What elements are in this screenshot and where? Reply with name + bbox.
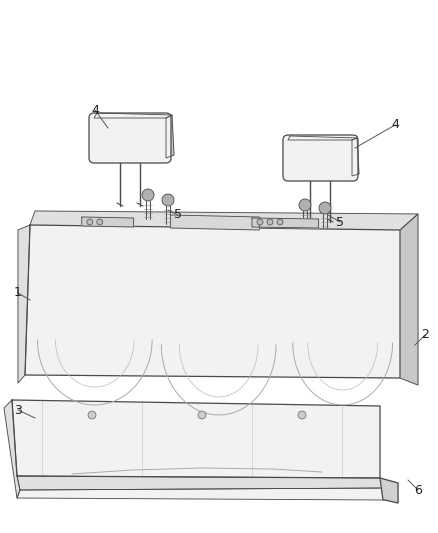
Circle shape bbox=[162, 194, 174, 206]
Polygon shape bbox=[170, 215, 259, 230]
Circle shape bbox=[198, 411, 206, 419]
FancyBboxPatch shape bbox=[89, 113, 171, 163]
Text: 4: 4 bbox=[391, 118, 399, 132]
Circle shape bbox=[277, 219, 283, 225]
Text: 3: 3 bbox=[14, 403, 22, 416]
Polygon shape bbox=[352, 138, 359, 176]
Text: 6: 6 bbox=[414, 483, 422, 497]
Text: 5: 5 bbox=[336, 215, 344, 229]
Circle shape bbox=[319, 202, 331, 214]
Circle shape bbox=[267, 219, 273, 225]
Circle shape bbox=[142, 189, 154, 201]
Text: 1: 1 bbox=[14, 287, 22, 300]
Circle shape bbox=[257, 219, 263, 225]
Circle shape bbox=[97, 219, 103, 225]
Polygon shape bbox=[30, 211, 418, 230]
Text: 5: 5 bbox=[174, 208, 182, 222]
Polygon shape bbox=[400, 214, 418, 385]
FancyBboxPatch shape bbox=[283, 135, 358, 181]
Polygon shape bbox=[17, 476, 385, 490]
Polygon shape bbox=[82, 217, 134, 227]
Polygon shape bbox=[18, 225, 30, 383]
Polygon shape bbox=[94, 113, 172, 118]
Polygon shape bbox=[12, 400, 380, 478]
Circle shape bbox=[298, 411, 306, 419]
Circle shape bbox=[87, 219, 93, 225]
Polygon shape bbox=[288, 136, 357, 140]
Text: 2: 2 bbox=[421, 328, 429, 342]
Polygon shape bbox=[17, 488, 385, 500]
Polygon shape bbox=[380, 478, 398, 503]
Circle shape bbox=[299, 199, 311, 211]
Polygon shape bbox=[252, 218, 318, 228]
Polygon shape bbox=[25, 225, 400, 378]
Text: 4: 4 bbox=[91, 103, 99, 117]
Polygon shape bbox=[4, 400, 20, 498]
Circle shape bbox=[88, 411, 96, 419]
Polygon shape bbox=[166, 115, 174, 158]
